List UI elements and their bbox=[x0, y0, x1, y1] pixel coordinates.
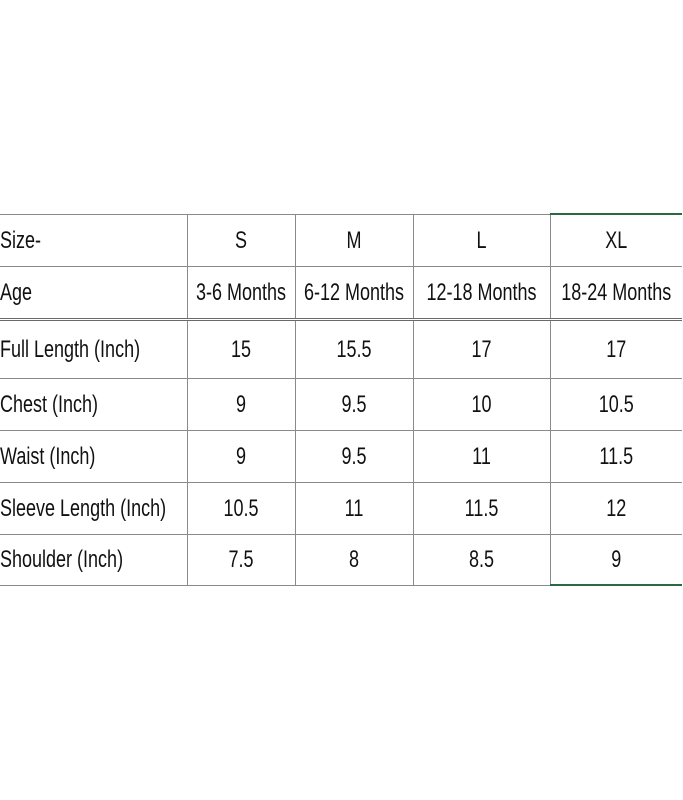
measurement: 12 bbox=[606, 494, 627, 521]
header-text: 6-12 Months bbox=[303, 278, 405, 305]
header-text: XL bbox=[605, 226, 628, 253]
size-chart-table: Size- S M L XL Age 3-6 Months 6-12 Months 12-18 … bbox=[0, 213, 682, 586]
value-cell: L bbox=[412, 213, 551, 267]
row-label-cell: Size- bbox=[0, 213, 188, 267]
value-cell: 17 bbox=[549, 318, 682, 379]
value-cell: 8.5 bbox=[412, 533, 551, 586]
measurement: 11.5 bbox=[464, 494, 499, 521]
row-label-cell: Sleeve Length (Inch) bbox=[0, 481, 188, 535]
value-cell: 18-24 Months bbox=[549, 265, 682, 321]
value-cell: 15 bbox=[186, 318, 296, 379]
measurement: 11 bbox=[344, 494, 364, 521]
value-cell: 12 bbox=[549, 481, 682, 535]
measurement: 9 bbox=[235, 390, 246, 417]
row-label-cell: Waist (Inch) bbox=[0, 429, 188, 483]
row-label: Age bbox=[0, 278, 33, 305]
table-row: Chest (Inch) 9 9.5 10 10.5 bbox=[0, 377, 682, 431]
value-cell: 11 bbox=[412, 429, 551, 483]
value-cell: 12-18 Months bbox=[412, 265, 551, 321]
row-label-cell: Age bbox=[0, 265, 188, 321]
value-cell: M bbox=[294, 213, 414, 267]
row-label-cell: Shoulder (Inch) bbox=[0, 533, 188, 586]
value-cell: XL bbox=[549, 213, 682, 267]
measurement: 10.5 bbox=[598, 390, 634, 417]
row-label: Shoulder (Inch) bbox=[0, 545, 124, 573]
measurement: 8 bbox=[348, 545, 359, 573]
row-label-cell: Chest (Inch) bbox=[0, 377, 188, 431]
value-cell: 11.5 bbox=[549, 429, 682, 483]
table-row: Age 3-6 Months 6-12 Months 12-18 Months 18-2… bbox=[0, 265, 682, 321]
row-label: Chest (Inch) bbox=[0, 390, 99, 417]
measurement: 17 bbox=[471, 335, 492, 362]
value-cell: 10.5 bbox=[549, 377, 682, 431]
measurement: 9 bbox=[235, 442, 246, 469]
row-label: Size- bbox=[0, 226, 42, 253]
row-label: Full Length (Inch) bbox=[0, 335, 141, 362]
table-row: Waist (Inch) 9 9.5 11 11.5 bbox=[0, 429, 682, 483]
value-cell: 11 bbox=[294, 481, 414, 535]
header-text: 3-6 Months bbox=[195, 278, 287, 305]
measurement: 15 bbox=[230, 335, 252, 362]
value-cell: 9.5 bbox=[294, 377, 414, 431]
value-cell: 10.5 bbox=[186, 481, 296, 535]
value-cell: 8 bbox=[294, 533, 414, 586]
table-row: Full Length (Inch) 15 15.5 17 17 bbox=[0, 318, 682, 379]
value-cell: 9 bbox=[186, 429, 296, 483]
header-text: 18-24 Months bbox=[561, 278, 672, 305]
value-cell: 15.5 bbox=[294, 318, 414, 379]
measurement: 9.5 bbox=[341, 442, 367, 469]
row-label: Waist (Inch) bbox=[0, 442, 96, 469]
row-label: Sleeve Length (Inch) bbox=[0, 494, 167, 521]
value-cell: 17 bbox=[412, 318, 551, 379]
row-label-cell: Full Length (Inch) bbox=[0, 318, 188, 379]
value-cell: 9 bbox=[549, 533, 682, 586]
header-text: 12-18 Months bbox=[426, 278, 537, 305]
header-text: M bbox=[346, 226, 362, 253]
value-cell: 9.5 bbox=[294, 429, 414, 483]
value-cell: 9 bbox=[186, 377, 296, 431]
value-cell: 11.5 bbox=[412, 481, 551, 535]
measurement: 17 bbox=[606, 335, 627, 362]
value-cell: 3-6 Months bbox=[186, 265, 296, 321]
measurement: 7.5 bbox=[228, 545, 254, 573]
value-cell: 6-12 Months bbox=[294, 265, 414, 321]
header-text: S bbox=[234, 226, 247, 253]
value-cell: 10 bbox=[412, 377, 551, 431]
value-cell: 7.5 bbox=[186, 533, 296, 586]
table-row: Sleeve Length (Inch) 10.5 11 11.5 12 bbox=[0, 481, 682, 535]
measurement: 11 bbox=[472, 442, 491, 469]
measurement: 10.5 bbox=[223, 494, 259, 521]
measurement: 11.5 bbox=[599, 442, 634, 469]
measurement: 10 bbox=[471, 390, 492, 417]
measurement: 8.5 bbox=[468, 545, 495, 573]
table-row: Size- S M L XL bbox=[0, 213, 682, 267]
measurement: 15.5 bbox=[336, 335, 372, 362]
header-text: L bbox=[476, 226, 487, 253]
measurement: 9.5 bbox=[341, 390, 367, 417]
measurement: 9 bbox=[611, 545, 622, 572]
table-row: Shoulder (Inch) 7.5 8 8.5 9 bbox=[0, 533, 682, 586]
value-cell: S bbox=[186, 213, 296, 267]
